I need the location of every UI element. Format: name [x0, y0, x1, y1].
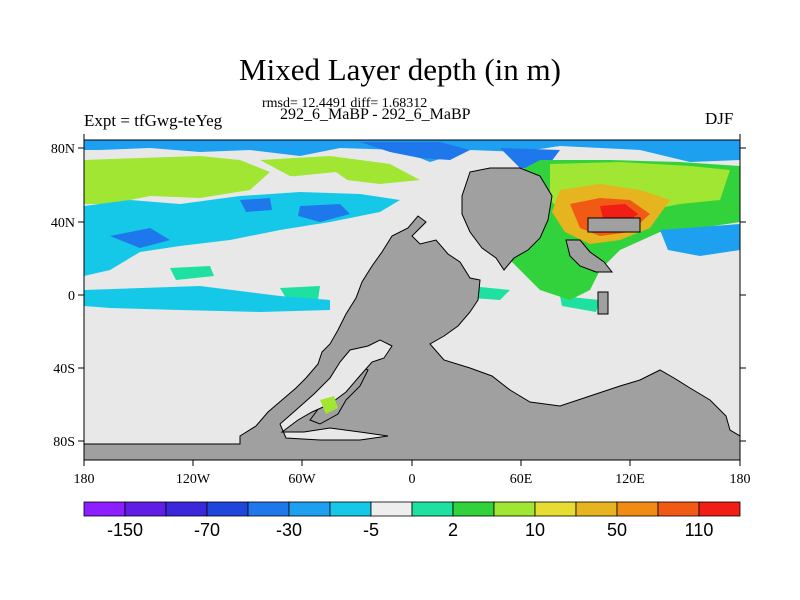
southern-bay — [279, 339, 393, 441]
east-asia-blue — [660, 224, 740, 256]
lon-tick-0: 0 — [409, 472, 416, 487]
land-north-block — [461, 167, 553, 271]
colorbar-swatch — [411, 501, 454, 517]
lat-tick-40n: 40N — [51, 216, 75, 231]
colorbar-swatch — [452, 501, 495, 517]
lon-tick-60w: 60W — [288, 472, 316, 487]
plot-title: Mixed Layer depth (in m) — [239, 52, 561, 87]
southern-cyan-band — [84, 286, 330, 312]
colorbar-label: 2 — [448, 520, 458, 540]
northern-blue-patches — [110, 198, 350, 248]
lon-tick-120e: 120E — [615, 472, 645, 487]
arctic-deep-blue — [360, 142, 560, 170]
colorbar-swatch — [247, 501, 290, 517]
lat-tick-0: 0 — [68, 289, 75, 304]
map-panel — [84, 140, 740, 460]
colorbar-swatch — [370, 501, 413, 517]
lat-axis — [78, 147, 746, 442]
colorbar — [83, 501, 741, 517]
lat-tick-80s: 80S — [53, 435, 75, 450]
colorbar-label: -150 — [107, 520, 143, 540]
colorbar-swatch — [124, 501, 167, 517]
colorbar-swatch — [493, 501, 536, 517]
colorbar-swatch — [288, 501, 331, 517]
colorbar-swatch — [165, 501, 208, 517]
colorbar-swatch — [206, 501, 249, 517]
north-pacific-green — [84, 156, 270, 204]
season-label: DJF — [705, 109, 734, 128]
colorbar-swatch — [575, 501, 618, 517]
land-small-peninsula — [597, 291, 609, 315]
lon-tick-180e: 180 — [730, 472, 751, 487]
southern-bay-green — [320, 396, 338, 414]
colorbar-label: 50 — [607, 520, 627, 540]
lat-tick-80n: 80N — [51, 142, 75, 157]
colorbar-swatch — [329, 501, 372, 517]
land-main — [84, 215, 740, 460]
colorbar-swatch — [534, 501, 577, 517]
colorbar-label: -5 — [363, 520, 379, 540]
north-pacific-green-2 — [260, 156, 420, 184]
colorbar-labels: -150 -70 -30 -5 2 10 50 110 — [107, 520, 713, 540]
colorbar-label: 10 — [525, 520, 545, 540]
land-east-strip — [565, 239, 614, 273]
lat-tick-40s: 40S — [53, 362, 75, 377]
colorbar-swatch — [83, 501, 126, 517]
colorbar-label: -30 — [276, 520, 302, 540]
land-east-island — [587, 217, 641, 233]
colorbar-label: 110 — [685, 520, 714, 540]
lon-tick-120w: 120W — [176, 472, 211, 487]
lon-tick-60e: 60E — [510, 472, 533, 487]
colorbar-swatch — [698, 501, 741, 517]
lon-tick-180w: 180 — [74, 472, 95, 487]
colorbar-swatch — [657, 501, 700, 517]
colorbar-label: -70 — [194, 520, 220, 540]
colorbar-swatch — [616, 501, 659, 517]
arctic-white-gap — [296, 172, 452, 206]
lon-axis — [83, 134, 741, 466]
runs-label: 292_6_MaBP - 292_6_MaBP — [280, 106, 471, 123]
experiment-label: Expt = tfGwg-teYeg — [84, 111, 223, 130]
stats-label: rmsd= 12.4491 diff= 1.68312 — [262, 96, 428, 111]
